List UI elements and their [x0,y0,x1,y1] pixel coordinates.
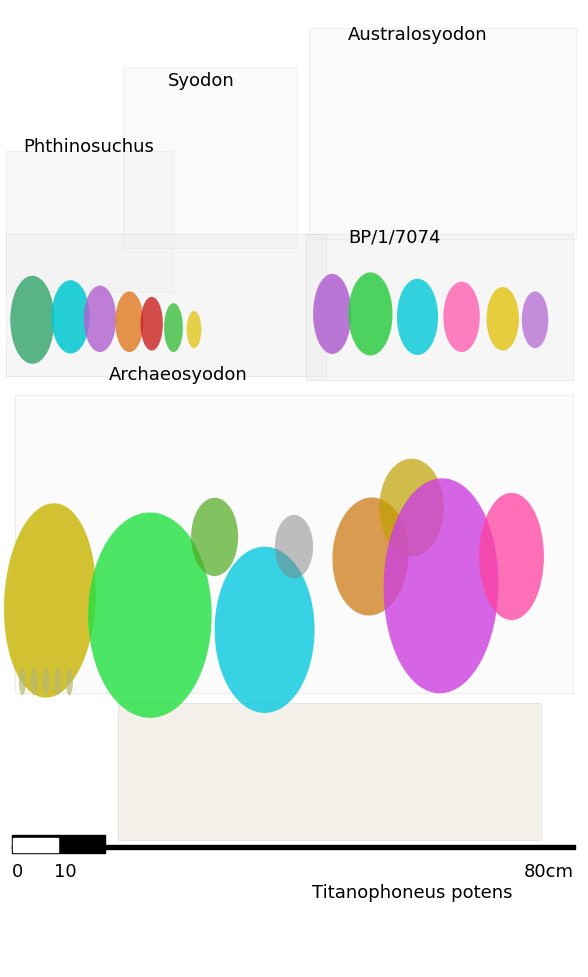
Ellipse shape [52,281,89,354]
Ellipse shape [84,286,116,353]
Ellipse shape [42,668,49,696]
Text: BP/1/7074: BP/1/7074 [348,229,440,246]
Bar [15,396,573,694]
Ellipse shape [88,513,212,718]
Ellipse shape [141,297,163,351]
Ellipse shape [443,282,480,353]
Bar [12,845,575,849]
Bar [118,703,541,840]
Ellipse shape [11,276,54,364]
Text: Titanophoneus potens: Titanophoneus potens [312,883,512,901]
Ellipse shape [66,668,73,696]
Ellipse shape [31,668,38,696]
Ellipse shape [187,312,201,349]
Bar [12,835,105,854]
Bar [13,837,58,853]
Text: 80cm: 80cm [523,862,573,879]
Ellipse shape [215,547,315,713]
Text: Phthinosuchus: Phthinosuchus [24,139,155,156]
Bar [6,234,326,376]
Text: Archaeosyodon: Archaeosyodon [109,366,248,384]
Bar [309,29,576,239]
Ellipse shape [522,292,549,349]
Ellipse shape [164,304,183,353]
Text: Syodon: Syodon [168,72,235,90]
Bar [306,234,573,381]
Text: 0: 0 [12,862,23,879]
Bar [6,151,173,293]
Ellipse shape [479,493,544,620]
Ellipse shape [313,275,351,355]
Ellipse shape [379,459,444,557]
Ellipse shape [115,292,143,353]
Ellipse shape [19,668,26,696]
Ellipse shape [332,498,409,616]
Text: Australosyodon: Australosyodon [348,26,487,44]
Ellipse shape [397,279,438,356]
Ellipse shape [275,516,313,578]
Ellipse shape [348,274,393,356]
Ellipse shape [54,668,61,696]
Ellipse shape [486,287,519,351]
Ellipse shape [4,504,96,698]
Text: 10: 10 [54,862,76,879]
Ellipse shape [383,479,499,694]
Bar [123,68,297,249]
Ellipse shape [191,498,238,576]
